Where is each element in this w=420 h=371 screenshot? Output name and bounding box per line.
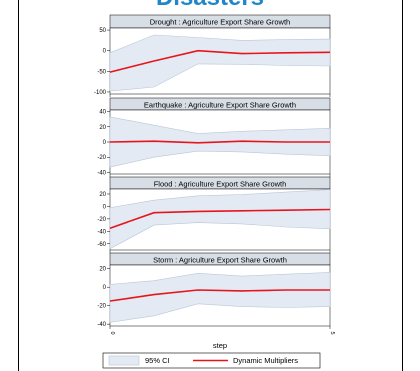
y-tick-label: -20 xyxy=(97,217,106,223)
legend-ci-swatch xyxy=(108,355,140,366)
panel-title: Flood : Agriculture Export Share Growth xyxy=(154,180,287,189)
panel-title: Storm : Agriculture Export Share Growth xyxy=(153,256,287,265)
y-tick-label: -20 xyxy=(97,155,106,161)
dynamic-multipliers-line xyxy=(109,208,331,229)
y-tick-label: -50 xyxy=(97,69,106,75)
y-tick-label: -60 xyxy=(97,242,106,248)
y-tick-label: 0 xyxy=(103,49,107,55)
title-band: Disasters xyxy=(20,0,400,10)
x-axis-label: step xyxy=(213,341,227,350)
panel-title: Drought : Agriculture Export Share Growt… xyxy=(150,18,290,27)
y-tick-label: 50 xyxy=(99,28,106,34)
y-tick-label: 40 xyxy=(99,110,106,116)
dynamic-multipliers-line xyxy=(109,49,331,73)
y-tick-label: -100 xyxy=(94,90,107,96)
x-tick-label: 5 xyxy=(329,331,335,334)
y-tick-label: 0 xyxy=(103,285,107,291)
y-tick-label: 20 xyxy=(99,125,106,131)
x-tick-label: 0 xyxy=(109,331,115,334)
legend-ci-label: 95% CI xyxy=(145,356,170,365)
page-title: Disasters xyxy=(20,0,400,10)
panel-title: Earthquake : Agriculture Export Share Gr… xyxy=(144,101,296,110)
left-border-line xyxy=(18,0,19,371)
dynamic-multipliers-line xyxy=(109,289,330,302)
ci-band xyxy=(109,272,331,323)
y-tick-label: 20 xyxy=(99,267,106,273)
y-tick-label: 0 xyxy=(103,204,107,210)
y-tick-label: 0 xyxy=(103,140,107,146)
y-tick-label: -20 xyxy=(97,304,106,310)
legend-line-label: Dynamic Multipliers xyxy=(233,356,298,365)
ci-band xyxy=(109,34,331,92)
dynamic-multipliers-line xyxy=(109,140,330,144)
y-tick-label: -40 xyxy=(97,322,106,328)
y-tick-label: 20 xyxy=(99,192,106,198)
right-border-line xyxy=(402,0,403,371)
y-tick-label: -40 xyxy=(97,170,106,176)
ci-band xyxy=(109,189,331,250)
y-tick-label: -40 xyxy=(97,229,106,235)
